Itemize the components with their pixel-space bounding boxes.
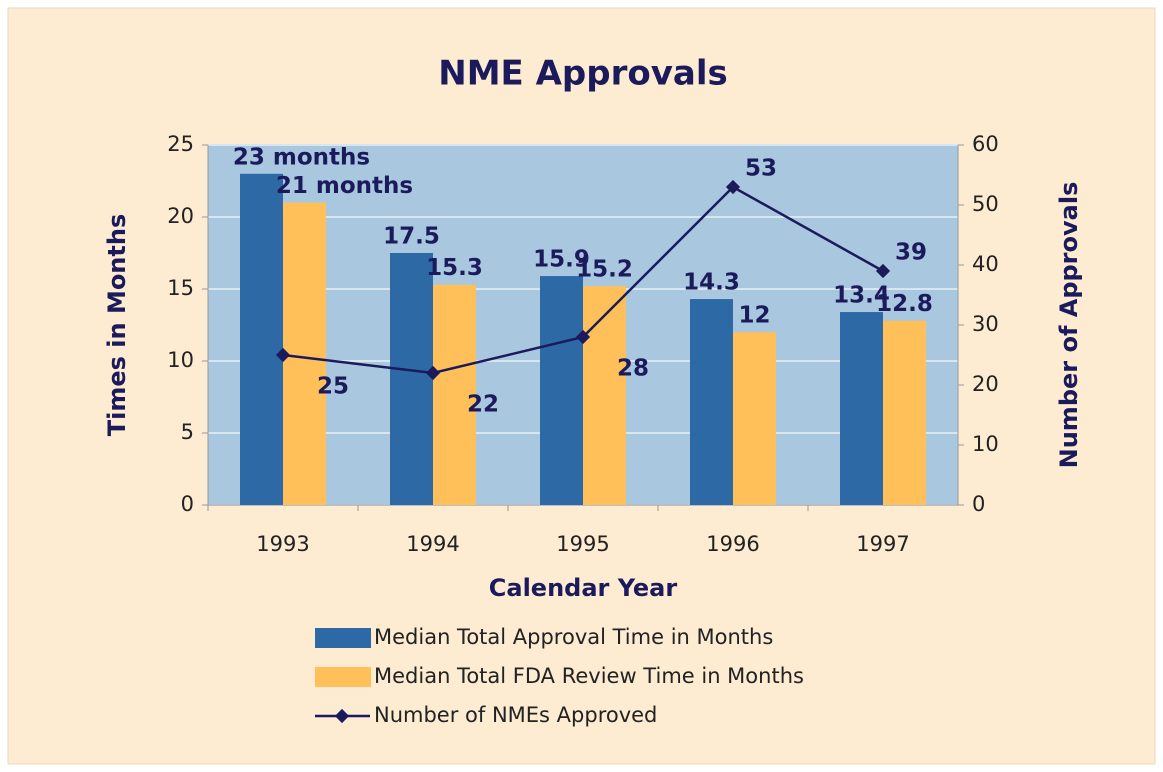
line-marker bbox=[575, 329, 591, 345]
y2-tick-label: 60 bbox=[972, 132, 999, 156]
bar bbox=[433, 284, 476, 505]
data-label: 25 bbox=[317, 374, 349, 400]
data-label: 28 bbox=[617, 356, 649, 382]
bar bbox=[240, 173, 283, 506]
y-tick-label: 5 bbox=[181, 420, 194, 444]
line-marker bbox=[275, 347, 291, 363]
data-label: 23 months bbox=[233, 144, 370, 170]
bar bbox=[390, 253, 433, 505]
legend-swatch bbox=[334, 708, 350, 724]
x-tick-label: 1995 bbox=[556, 532, 609, 556]
x-tick-label: 1996 bbox=[706, 532, 759, 556]
x-tick-label: 1994 bbox=[406, 532, 459, 556]
line-marker bbox=[425, 365, 441, 381]
legend-swatch bbox=[315, 667, 371, 687]
y2-tick-label: 30 bbox=[972, 312, 999, 336]
y2-tick-label: 20 bbox=[972, 372, 999, 396]
y-tick-label: 20 bbox=[167, 204, 194, 228]
y2-tick-label: 10 bbox=[972, 432, 999, 456]
y2-axis-title: Number of Approvals bbox=[1055, 182, 1083, 469]
data-label: 12.8 bbox=[876, 291, 933, 317]
data-label: 17.5 bbox=[383, 224, 440, 250]
legend-label: Median Total Approval Time in Months bbox=[374, 625, 773, 649]
line-marker bbox=[725, 179, 741, 195]
data-label: 53 bbox=[745, 156, 777, 182]
legend-label: Median Total FDA Review Time in Months bbox=[374, 664, 804, 688]
line-marker bbox=[875, 263, 891, 279]
y2-tick-label: 40 bbox=[972, 252, 999, 276]
bar bbox=[690, 299, 733, 505]
y-tick-label: 25 bbox=[167, 132, 194, 156]
data-label: 21 months bbox=[276, 173, 413, 199]
y2-tick-label: 50 bbox=[972, 192, 999, 216]
data-label: 15.3 bbox=[426, 255, 483, 281]
x-tick-label: 1993 bbox=[256, 532, 309, 556]
bar bbox=[283, 202, 326, 505]
legend-label: Number of NMEs Approved bbox=[374, 703, 657, 727]
chart-title: NME Approvals bbox=[438, 54, 727, 94]
x-axis-title: Calendar Year bbox=[489, 574, 678, 602]
data-label: 15.2 bbox=[576, 257, 633, 283]
y-tick-label: 15 bbox=[167, 276, 194, 300]
y-tick-label: 10 bbox=[167, 348, 194, 372]
data-label: 39 bbox=[895, 240, 927, 266]
bar bbox=[733, 332, 776, 505]
bar bbox=[883, 320, 926, 505]
bar bbox=[840, 312, 883, 505]
data-label: 12 bbox=[738, 303, 770, 329]
x-tick-label: 1997 bbox=[856, 532, 909, 556]
bar bbox=[540, 276, 583, 505]
data-label: 22 bbox=[467, 392, 499, 418]
bar bbox=[583, 286, 626, 505]
data-label: 15.9 bbox=[533, 247, 590, 273]
y2-tick-label: 0 bbox=[972, 492, 985, 516]
data-label: 14.3 bbox=[683, 270, 740, 296]
legend-swatch bbox=[315, 628, 371, 648]
y-axis-title: Times in Months bbox=[103, 214, 131, 437]
data-label: 13.4 bbox=[833, 283, 890, 309]
y-tick-label: 0 bbox=[181, 492, 194, 516]
